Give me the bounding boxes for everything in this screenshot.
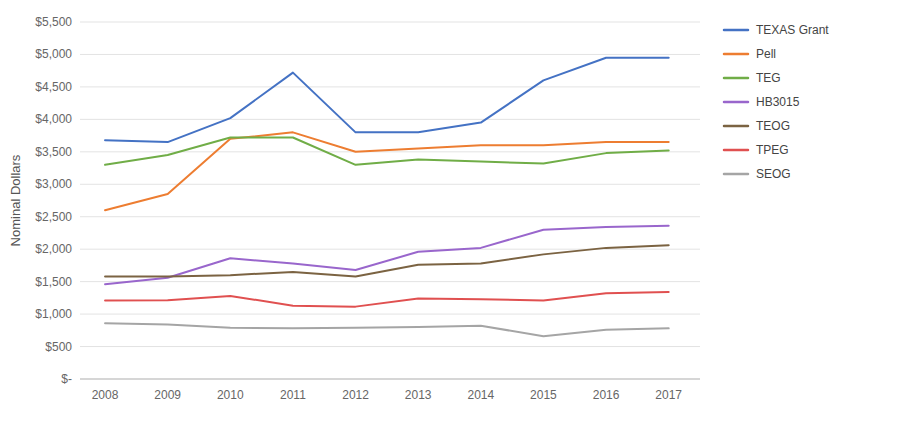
y-tick-label: $- — [61, 372, 72, 386]
legend-label: TEG — [756, 71, 781, 85]
x-axis-line — [80, 379, 700, 380]
legend-swatch — [724, 125, 748, 128]
series-line — [105, 292, 669, 307]
series-line — [105, 138, 669, 165]
series-line — [105, 323, 669, 336]
y-grid-line — [80, 281, 700, 282]
y-tick-label: $4,000 — [35, 112, 72, 126]
y-tick-label: $500 — [45, 340, 72, 354]
y-grid-line — [80, 379, 700, 380]
legend-label: TPEG — [756, 143, 789, 157]
x-tick-label: 2016 — [593, 388, 620, 402]
y-grid-line — [80, 314, 700, 315]
legend-label: TEOG — [756, 119, 790, 133]
chart-svg: $- $500 $1,000 $1,500 $2,000 $2,500 $3,000 $3,5… — [0, 0, 900, 425]
legend-swatch — [724, 53, 748, 56]
y-tick-label: $5,000 — [35, 47, 72, 61]
y-grid-line — [80, 216, 700, 217]
x-tick-label: 2010 — [217, 388, 244, 402]
legend-label: Pell — [756, 47, 776, 61]
x-tick-label: 2013 — [405, 388, 432, 402]
y-tick-label: $4,500 — [35, 80, 72, 94]
legend-label: SEOG — [756, 167, 791, 181]
y-grid-line — [80, 86, 700, 87]
x-tick-label: 2012 — [342, 388, 369, 402]
legend-swatch — [724, 149, 748, 152]
legend: TEXAS Grant Pell TEG HB3015 TEOG TPEG SEOG — [724, 23, 829, 181]
x-tick-label: 2015 — [530, 388, 557, 402]
legend-swatch — [724, 29, 748, 32]
x-tick-label: 2011 — [280, 388, 306, 402]
series-line — [105, 132, 669, 210]
y-grid-line — [80, 54, 700, 55]
y-tick-label: $5,500 — [35, 15, 72, 29]
y-tick-label: $1,000 — [35, 307, 72, 321]
chart-container: $- $500 $1,000 $1,500 $2,000 $2,500 $3,000 $3,5… — [0, 0, 900, 425]
y-tick-label: $3,500 — [35, 145, 72, 159]
y-tick-label: $2,000 — [35, 242, 72, 256]
y-tick-label: $2,500 — [35, 210, 72, 224]
series-line — [105, 226, 669, 284]
y-tick-label: $3,000 — [35, 177, 72, 191]
series-line — [105, 245, 669, 276]
grid — [80, 22, 700, 379]
legend-label: TEXAS Grant — [756, 23, 829, 37]
x-tick-label: 2017 — [655, 388, 682, 402]
y-grid-line — [80, 184, 700, 185]
x-tick-label: 2014 — [467, 388, 494, 402]
x-tick-label: 2008 — [92, 388, 119, 402]
y-grid-line — [80, 346, 700, 347]
y-axis-label: Nominal Dollars — [8, 154, 23, 246]
legend-swatch — [724, 77, 748, 80]
legend-swatch — [724, 101, 748, 104]
legend-label: HB3015 — [756, 95, 800, 109]
series-line — [105, 58, 669, 142]
legend-swatch — [724, 173, 748, 176]
axes: $- $500 $1,000 $1,500 $2,000 $2,500 $3,000 $3,5… — [8, 15, 700, 402]
y-tick-label: $1,500 — [35, 275, 72, 289]
y-grid-line — [80, 119, 700, 120]
x-tick-label: 2009 — [154, 388, 181, 402]
series-lines — [105, 58, 669, 336]
y-grid-line — [80, 22, 700, 23]
